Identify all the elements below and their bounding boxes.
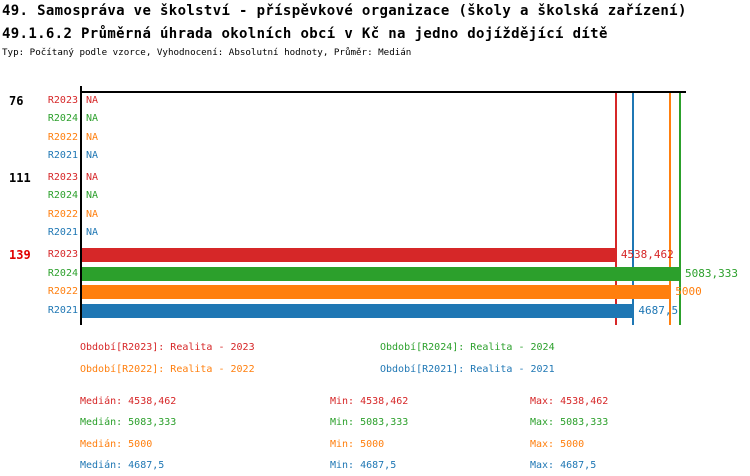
na-value: NA bbox=[86, 227, 99, 239]
series-label-R2024: R2024 bbox=[47, 113, 78, 124]
bar-R2023 bbox=[82, 248, 617, 262]
na-value: NA bbox=[86, 131, 99, 143]
na-value: NA bbox=[86, 94, 99, 106]
group-label-76: 76 bbox=[9, 93, 24, 108]
bar-value-label: 5083,333 bbox=[685, 266, 738, 280]
stat-max-R2022: Max: 5000 bbox=[530, 438, 585, 450]
ref-line-R2021 bbox=[632, 93, 635, 325]
legend-item-R2024: Období[R2024]: Realita - 2024 bbox=[380, 342, 555, 353]
page-title-line2: 49.1.6.2 Průměrná úhrada okolních obcí v… bbox=[2, 26, 608, 42]
series-label-R2022: R2022 bbox=[47, 286, 78, 297]
series-label-R2022: R2022 bbox=[47, 131, 78, 143]
ref-line-R2024 bbox=[679, 93, 682, 325]
stat-median-R2024: Medián: 5083,333 bbox=[80, 417, 177, 429]
stat-max-R2023: Max: 4538,462 bbox=[530, 396, 609, 407]
stat-max-R2021: Max: 4687,5 bbox=[530, 460, 597, 472]
stat-min-R2024: Min: 5083,333 bbox=[330, 417, 409, 429]
series-label-R2022: R2022 bbox=[47, 208, 78, 220]
bar-value-label: 4538,462 bbox=[620, 248, 674, 261]
stat-min-R2022: Min: 5000 bbox=[330, 438, 385, 450]
legend-item-R2022: Období[R2022]: Realita - 2022 bbox=[80, 363, 255, 375]
na-value: NA bbox=[86, 171, 99, 183]
legend-item-R2021: Období[R2021]: Realita - 2021 bbox=[380, 363, 555, 375]
stat-max-R2024: Max: 5083,333 bbox=[530, 417, 609, 429]
series-label-R2023: R2023 bbox=[47, 249, 78, 260]
legend-item-R2023: Období[R2023]: Realita - 2023 bbox=[80, 342, 255, 353]
bar-value-label: 4687,5 bbox=[638, 303, 679, 317]
series-label-R2024: R2024 bbox=[47, 190, 78, 202]
bar-value-label: 5000 bbox=[675, 285, 702, 298]
axis-top-line bbox=[81, 91, 686, 93]
stat-min-R2023: Min: 4538,462 bbox=[330, 396, 409, 407]
na-value: NA bbox=[86, 190, 99, 202]
series-label-R2023: R2023 bbox=[47, 94, 78, 106]
ref-line-R2023 bbox=[614, 93, 617, 325]
stat-median-R2022: Medián: 5000 bbox=[80, 438, 153, 450]
group-label-139: 139 bbox=[9, 248, 31, 262]
na-value: NA bbox=[86, 113, 99, 124]
na-value: NA bbox=[86, 150, 99, 161]
chart-subtitle: Typ: Počítaný podle vzorce, Vyhodnocení:… bbox=[2, 47, 412, 58]
bar-R2022 bbox=[82, 285, 672, 299]
ref-line-R2022 bbox=[669, 93, 672, 325]
series-label-R2021: R2021 bbox=[47, 227, 78, 239]
group-label-111: 111 bbox=[9, 170, 31, 185]
stat-min-R2021: Min: 4687,5 bbox=[330, 460, 397, 472]
axis-y bbox=[80, 86, 82, 325]
stat-median-R2021: Medián: 4687,5 bbox=[80, 460, 165, 472]
series-label-R2021: R2021 bbox=[47, 150, 78, 161]
bar-R2024 bbox=[82, 266, 682, 281]
page-title-line1: 49. Samospráva ve školství - příspěvkové… bbox=[2, 3, 687, 19]
na-value: NA bbox=[86, 208, 99, 220]
series-label-R2024: R2024 bbox=[47, 267, 78, 279]
stat-median-R2023: Medián: 4538,462 bbox=[80, 396, 177, 407]
bar-R2021 bbox=[82, 303, 635, 318]
series-label-R2023: R2023 bbox=[47, 171, 78, 183]
series-label-R2021: R2021 bbox=[47, 304, 78, 316]
